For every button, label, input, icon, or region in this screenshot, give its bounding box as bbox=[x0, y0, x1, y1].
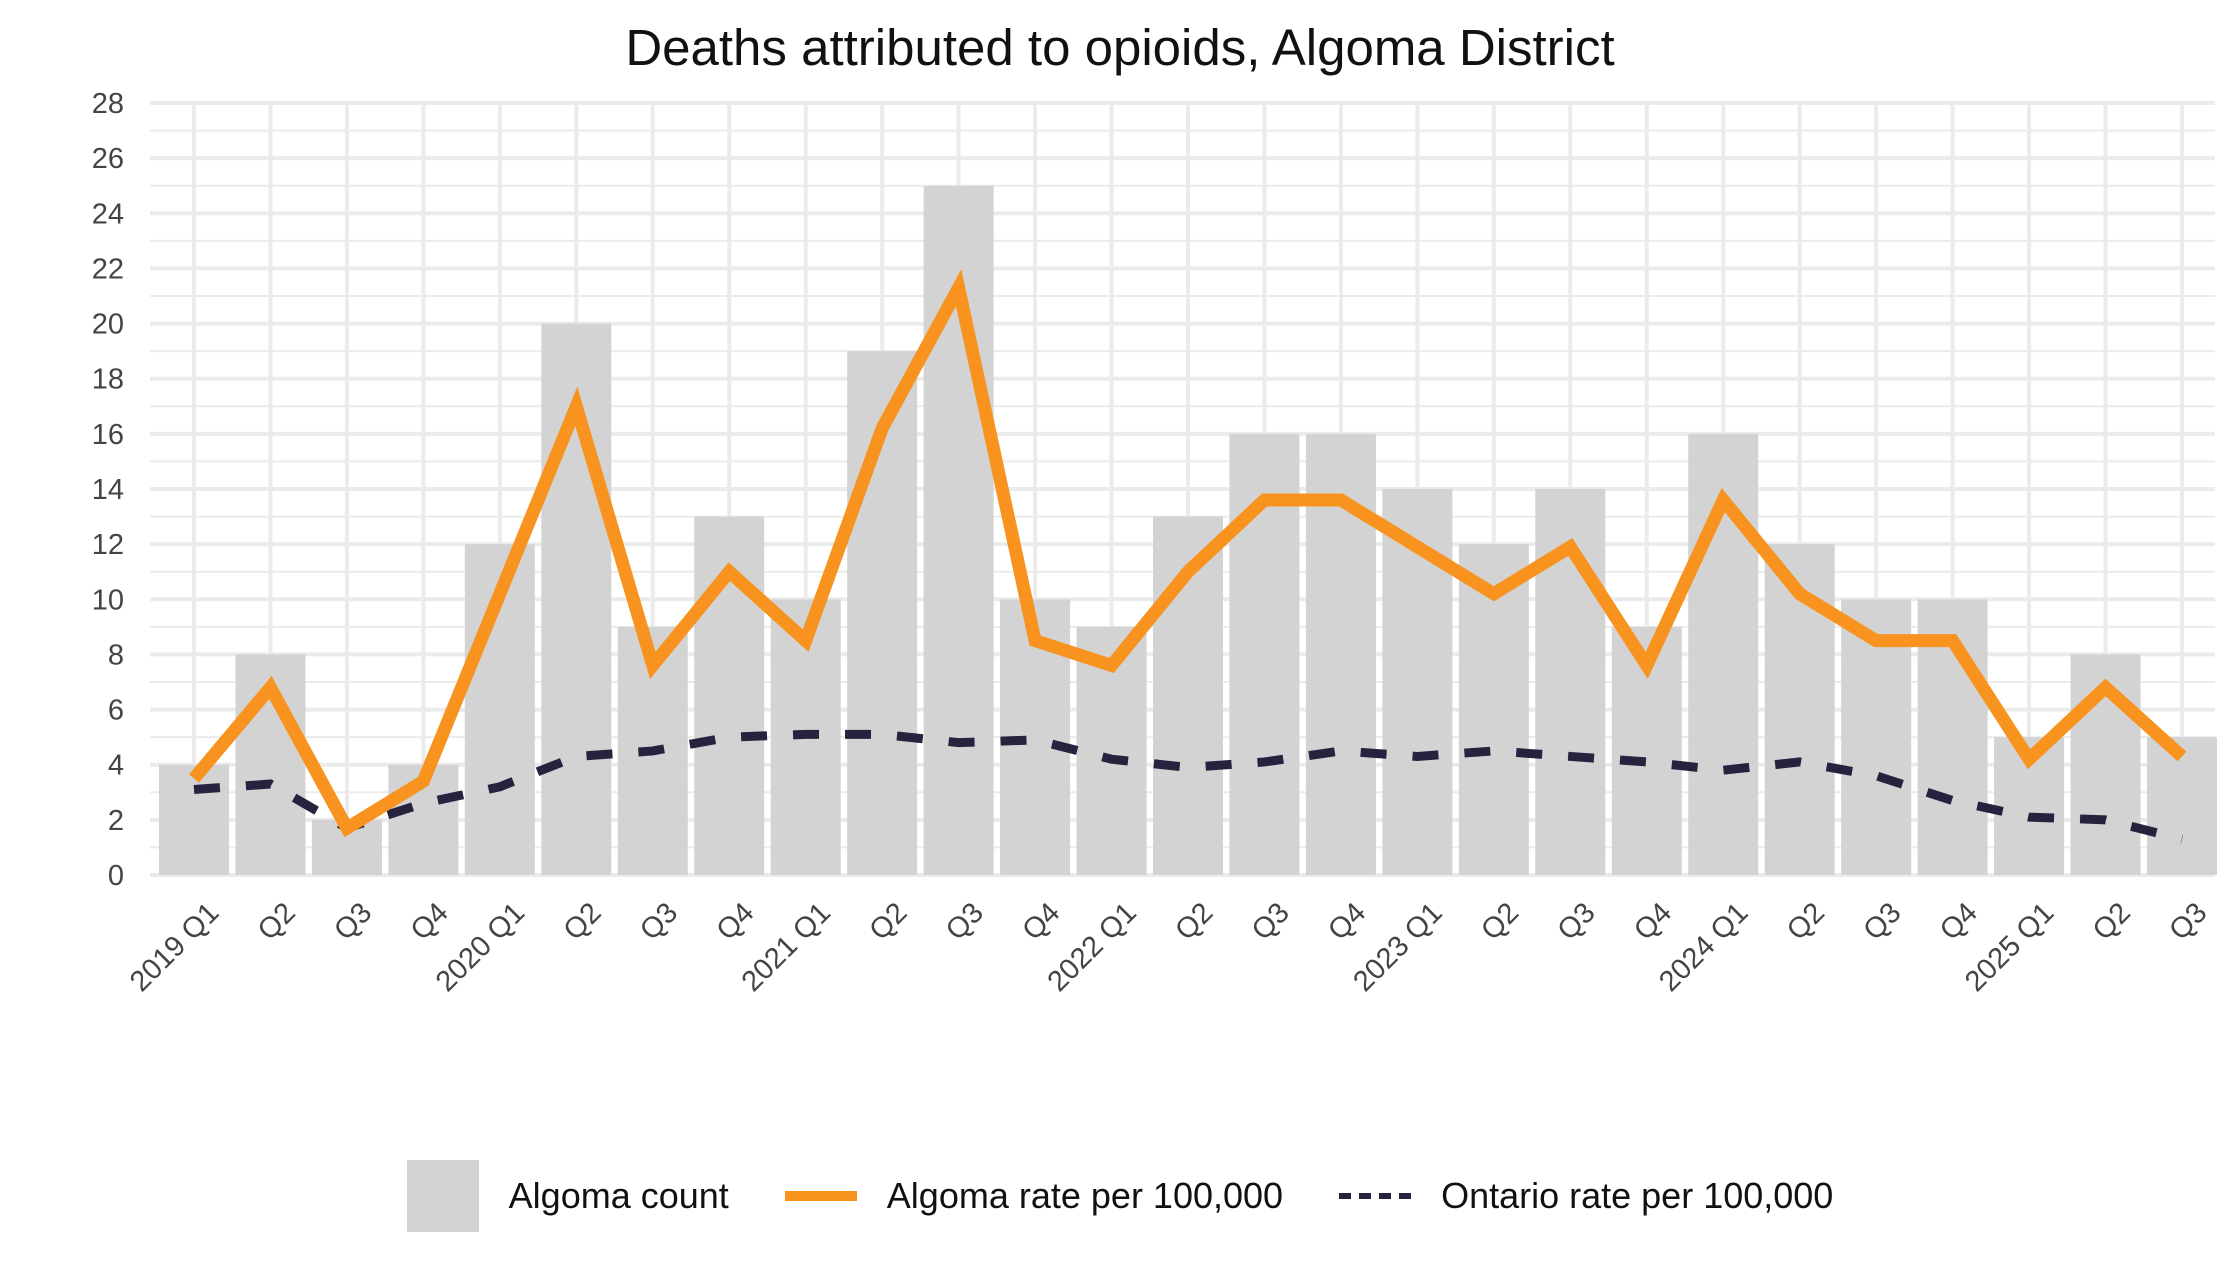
x-tick-label: Q2 bbox=[1781, 897, 1831, 947]
y-tick-label: 10 bbox=[92, 584, 124, 616]
y-tick-label: 2 bbox=[108, 805, 124, 837]
x-tick-label: 2019 Q1 bbox=[124, 897, 225, 998]
y-tick-label: 22 bbox=[92, 253, 124, 285]
legend: Algoma count Algoma rate per 100,000 Ont… bbox=[0, 1160, 2240, 1232]
y-tick-label: 8 bbox=[108, 639, 124, 671]
legend-item-algoma-rate: Algoma rate per 100,000 bbox=[784, 1175, 1284, 1217]
chart-title: Deaths attributed to opioids, Algoma Dis… bbox=[625, 19, 1615, 76]
legend-swatch-dashed bbox=[1339, 1193, 1412, 1199]
y-tick-label: 14 bbox=[92, 474, 124, 506]
x-tick-label: Q3 bbox=[1246, 897, 1296, 947]
x-tick-label: Q2 bbox=[558, 897, 608, 947]
legend-item-ontario-rate: Ontario rate per 100,000 bbox=[1339, 1175, 1833, 1217]
x-tick-label: Q2 bbox=[1169, 897, 1219, 947]
legend-swatch-line bbox=[784, 1191, 857, 1201]
x-tick-label: Q4 bbox=[1322, 897, 1372, 947]
legend-label: Algoma count bbox=[508, 1175, 729, 1216]
y-tick-label: 16 bbox=[92, 419, 124, 451]
x-tick-label: Q4 bbox=[405, 897, 455, 947]
x-tick-label: Q4 bbox=[711, 897, 761, 947]
bar bbox=[159, 764, 229, 875]
y-tick-label: 6 bbox=[108, 695, 124, 727]
bar bbox=[2147, 737, 2217, 875]
legend-item-algoma-count: Algoma count bbox=[406, 1160, 729, 1232]
legend-label: Algoma rate per 100,000 bbox=[886, 1175, 1284, 1216]
x-tick-label: Q4 bbox=[1628, 897, 1678, 947]
y-tick-label: 4 bbox=[108, 750, 124, 782]
y-tick-label: 12 bbox=[92, 529, 124, 561]
x-tick-label: Q3 bbox=[1857, 897, 1907, 947]
y-tick-label: 20 bbox=[92, 309, 124, 341]
y-tick-label: 24 bbox=[92, 198, 124, 230]
x-tick-label: Q4 bbox=[1934, 897, 1984, 947]
y-tick-label: 0 bbox=[108, 860, 124, 892]
x-tick-label: Q3 bbox=[2163, 897, 2213, 947]
y-tick-label: 18 bbox=[92, 364, 124, 396]
x-tick-label: Q2 bbox=[863, 897, 913, 947]
x-tick-label: Q3 bbox=[328, 897, 378, 947]
y-tick-label: 26 bbox=[92, 143, 124, 175]
legend-swatch-bar bbox=[406, 1160, 479, 1232]
x-tick-label: Q2 bbox=[1475, 897, 1525, 947]
legend-label: Ontario rate per 100,000 bbox=[1441, 1175, 1834, 1216]
x-tick-label: Q2 bbox=[2087, 897, 2137, 947]
x-tick-label: Q3 bbox=[634, 897, 684, 947]
y-tick-label: 28 bbox=[92, 88, 124, 120]
x-tick-label: Q2 bbox=[252, 897, 302, 947]
ontario-rate-line bbox=[193, 729, 2184, 844]
x-tick-label: Q4 bbox=[1016, 897, 1066, 947]
x-tick-label: Q3 bbox=[1552, 897, 1602, 947]
x-tick-label: Q3 bbox=[940, 897, 990, 947]
